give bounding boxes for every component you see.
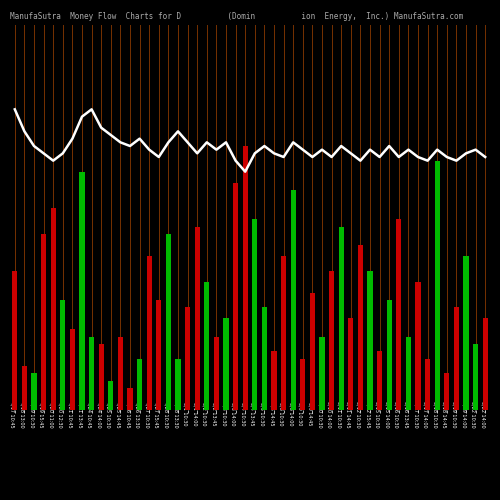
Bar (454, 308, 459, 410)
Bar (290, 190, 296, 410)
Bar (252, 220, 258, 410)
Bar (425, 358, 430, 410)
Bar (156, 300, 162, 410)
Bar (98, 344, 104, 410)
Bar (166, 234, 171, 410)
Bar (118, 336, 123, 410)
Bar (224, 318, 228, 410)
Bar (320, 336, 324, 410)
Bar (386, 300, 392, 410)
Bar (416, 282, 420, 410)
Bar (444, 374, 450, 410)
Bar (329, 270, 334, 410)
Bar (194, 226, 200, 410)
Bar (377, 352, 382, 410)
Bar (233, 182, 238, 410)
Bar (41, 234, 46, 410)
Bar (185, 308, 190, 410)
Bar (262, 308, 267, 410)
Bar (368, 270, 372, 410)
Bar (300, 358, 306, 410)
Bar (50, 208, 56, 410)
Bar (12, 270, 18, 410)
Bar (89, 336, 94, 410)
Bar (310, 292, 315, 410)
Bar (80, 172, 84, 410)
Bar (281, 256, 286, 410)
Bar (406, 336, 411, 410)
Bar (473, 344, 478, 410)
Bar (60, 300, 66, 410)
Bar (434, 160, 440, 410)
Bar (396, 220, 402, 410)
Text: ManufaSutra  Money Flow  Charts for D          (Domin          ion  Energy,  Inc: ManufaSutra Money Flow Charts for D (Dom… (10, 12, 463, 22)
Bar (146, 256, 152, 410)
Bar (214, 336, 219, 410)
Bar (128, 388, 132, 410)
Bar (358, 245, 363, 410)
Bar (32, 374, 36, 410)
Bar (204, 282, 210, 410)
Bar (464, 256, 468, 410)
Bar (242, 146, 248, 410)
Bar (338, 226, 344, 410)
Bar (348, 318, 354, 410)
Bar (70, 330, 75, 410)
Bar (137, 358, 142, 410)
Bar (272, 352, 276, 410)
Bar (108, 380, 114, 410)
Bar (176, 358, 180, 410)
Bar (482, 318, 488, 410)
Bar (22, 366, 27, 410)
